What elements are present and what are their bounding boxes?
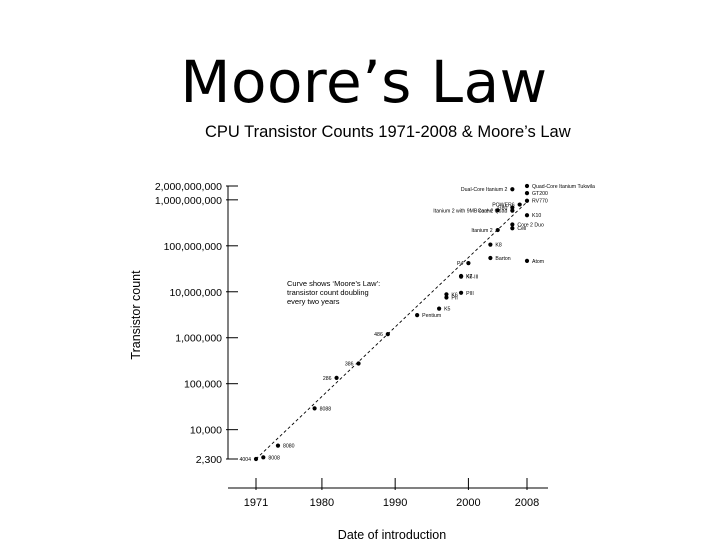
data-point [488, 242, 493, 247]
x-tick-label: 2008 [515, 497, 539, 509]
data-point-label: K6-III [466, 275, 478, 281]
slide-title: Moore’s Law [180, 48, 548, 116]
data-point-label: P4 [457, 261, 463, 267]
x-tick-label: 2000 [456, 497, 480, 509]
data-point-label: 286 [323, 376, 332, 382]
chart-title: CPU Transistor Counts 1971-2008 & Moore’… [205, 123, 571, 141]
data-point [444, 295, 449, 300]
x-tick-label: 1980 [310, 497, 334, 509]
x-tick-label: 1990 [383, 497, 407, 509]
data-point [495, 208, 500, 213]
data-point [275, 443, 281, 448]
data-point-label: 8008 [268, 455, 280, 461]
data-point [437, 306, 442, 311]
data-point [510, 226, 515, 231]
data-point [488, 255, 493, 261]
data-point-label: K10 [532, 213, 541, 219]
data-point-label: G80 [498, 206, 508, 212]
data-point [524, 191, 530, 196]
data-point [517, 202, 522, 207]
data-point-label: Core 2 Quad [478, 209, 508, 215]
data-point-label: Atom [532, 259, 544, 265]
y-tick-label: 2,300 [196, 454, 222, 466]
data-point-label: 8080 [283, 444, 295, 450]
data-point [466, 261, 471, 266]
annotation-line: Curve shows ‘Moore’s Law’: [287, 279, 380, 288]
data-point-label: 4004 [239, 457, 251, 463]
data-point [458, 290, 464, 295]
data-point [524, 183, 530, 189]
data-point [334, 375, 339, 380]
y-axis-label: Transistor count [129, 270, 143, 360]
data-point [524, 198, 530, 203]
y-tick-label: 100,000,000 [164, 241, 223, 253]
data-point [510, 222, 515, 227]
data-point [444, 292, 449, 297]
data-point-label: PII [451, 296, 457, 302]
data-point-label: Itanium 2 [471, 228, 492, 234]
data-point [261, 455, 266, 460]
y-tick-label: 2,000,000,000 [155, 181, 222, 193]
data-point-label: 386 [345, 362, 354, 368]
data-point-label: K8 [495, 243, 501, 249]
annotation-line: every two years [287, 297, 340, 306]
data-point-label: 486 [374, 332, 383, 338]
data-point-label: K5 [444, 307, 450, 313]
data-point-label: Itanium 2 with 9MB cache [433, 208, 493, 214]
data-point [385, 331, 390, 337]
data-point [495, 227, 500, 233]
x-tick-label: 1971 [244, 497, 268, 509]
moores-law-trend-line [255, 201, 528, 460]
y-tick-label: 10,000 [190, 425, 222, 437]
annotation-line: transistor count doubling [287, 288, 369, 297]
data-point [510, 205, 515, 210]
data-point-label: GT200 [532, 191, 548, 197]
y-tick-label: 10,000,000 [169, 287, 222, 299]
data-point-label: Core 2 Duo [517, 222, 544, 228]
data-point [510, 208, 515, 213]
data-point [356, 361, 361, 366]
data-point [458, 273, 464, 279]
data-point [510, 187, 515, 192]
data-point [253, 456, 259, 462]
data-point-label: 8088 [320, 406, 332, 412]
y-tick-label: 100,000 [184, 379, 222, 391]
data-point-label: RV770 [532, 199, 548, 205]
data-point-label: K7 [466, 274, 472, 280]
data-point [415, 313, 420, 318]
data-point-label: Cell [517, 226, 526, 232]
data-point [524, 213, 530, 218]
data-point-label: Dual-Core Itanium 2 [461, 187, 508, 193]
data-point-label: Pentium [422, 313, 441, 319]
data-point [312, 406, 317, 411]
data-point-label: Quad-Core Itanium Tukwila [532, 184, 595, 190]
data-point-label: Barton [495, 256, 510, 262]
y-tick-label: 1,000,000,000 [155, 195, 222, 207]
x-axis-label: Date of introduction [338, 528, 446, 542]
data-point-label: POWER6 [492, 203, 515, 209]
data-point-label: K6 [451, 292, 457, 298]
data-point [524, 258, 530, 263]
data-point-label: PIII [466, 291, 474, 297]
y-tick-label: 1,000,000 [175, 333, 222, 345]
